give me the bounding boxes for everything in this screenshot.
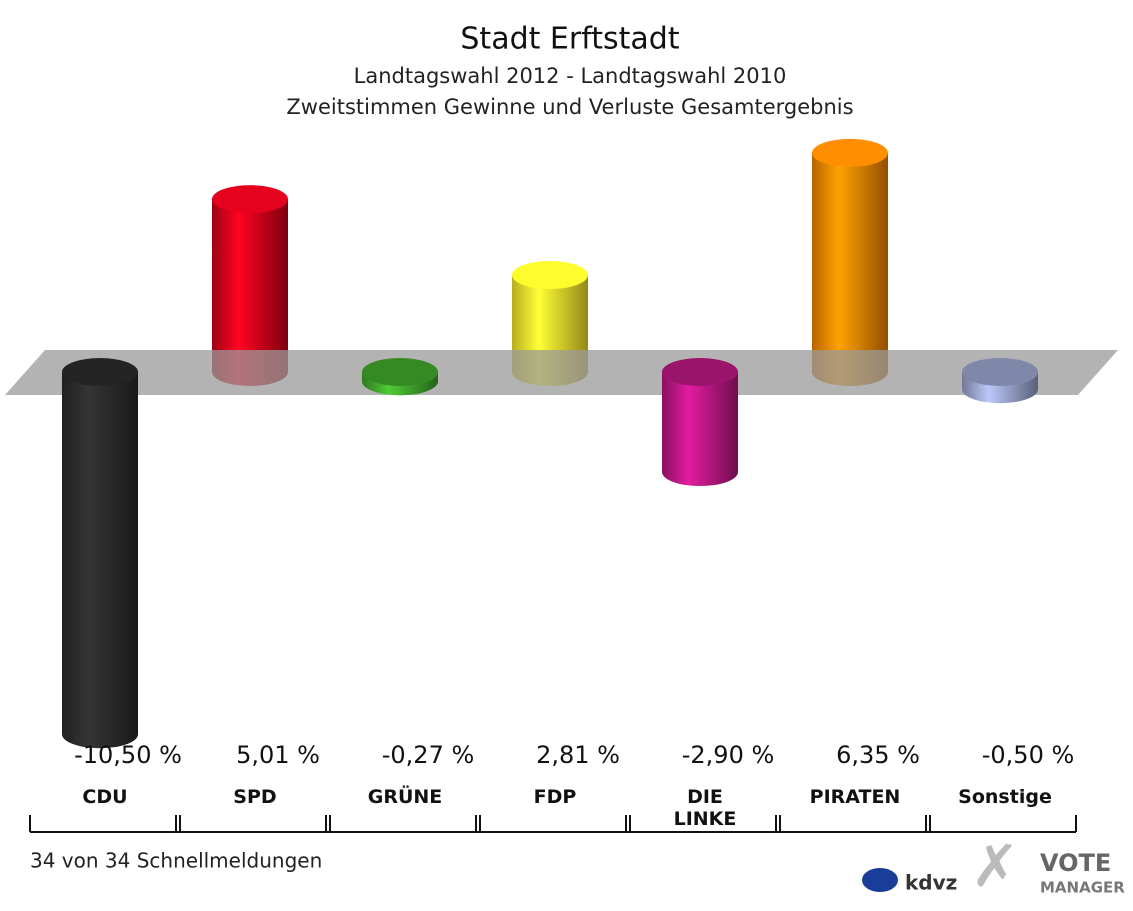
baseline-plane — [5, 350, 1118, 395]
bar — [362, 358, 438, 396]
bar — [62, 358, 138, 749]
bar — [962, 358, 1038, 404]
footer: 34 von 34 Schnellmeldungen — [30, 849, 322, 873]
bar — [812, 138, 888, 386]
bar-top — [962, 358, 1038, 386]
bar-bottom — [62, 720, 138, 749]
x-tick-label: GRÜNE — [367, 786, 443, 808]
value-label: -0,27 % — [382, 741, 475, 769]
x-tick-label: PIRATEN — [809, 786, 901, 808]
logo-mark: ✗ — [971, 832, 1020, 900]
value-label: -2,90 % — [682, 741, 775, 769]
value-label: -10,50 % — [74, 741, 182, 769]
bar-top — [662, 358, 738, 386]
value-label: 2,81 % — [536, 741, 620, 769]
logo-text: kdvz — [905, 871, 957, 895]
bar-body — [212, 199, 288, 372]
x-tick-label: DIE LINKE — [673, 786, 737, 830]
bar-body — [662, 372, 738, 473]
chart-title: Stadt Erftstadt — [460, 22, 679, 57]
value-label: 5,01 % — [236, 741, 320, 769]
bar-bottom — [662, 458, 738, 487]
bar-body — [62, 372, 138, 735]
bar-top — [362, 358, 438, 386]
bar-top — [212, 185, 288, 214]
logo-ball — [862, 868, 898, 892]
bar-top — [512, 261, 588, 290]
bar — [662, 358, 738, 487]
x-tick-label: SPD — [233, 786, 277, 808]
chart-subtitle: Landtagswahl 2012 - Landtagswahl 2010 — [354, 64, 787, 88]
bar-top — [62, 358, 138, 386]
value-label: 6,35 % — [836, 741, 920, 769]
bar-top — [812, 138, 888, 167]
logo-text: VOTE — [1040, 849, 1111, 877]
x-tick-label: CDU — [82, 786, 128, 808]
x-tick-label: Sonstige — [958, 786, 1052, 808]
value-label: -0,50 % — [982, 741, 1075, 769]
chart-subtitle: Zweitstimmen Gewinne und Verluste Gesamt… — [286, 95, 853, 119]
x-tick-label: FDP — [533, 786, 577, 808]
bar-body — [812, 152, 888, 372]
logo-text: MANAGER — [1040, 879, 1125, 897]
